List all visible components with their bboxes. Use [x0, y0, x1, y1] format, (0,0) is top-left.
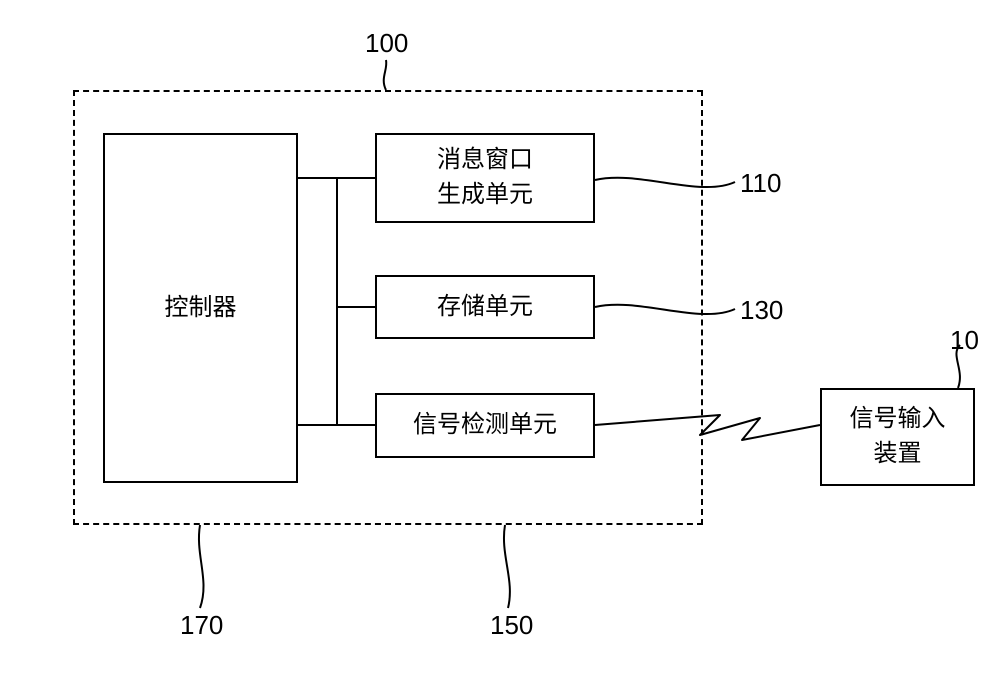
ref-130: 130: [740, 295, 783, 326]
msg-gen-label-line2: 生成单元: [437, 181, 533, 208]
msg-gen-block: 消息窗口 生成单元: [375, 133, 595, 223]
leader-100: [384, 60, 387, 90]
bus-vertical: [336, 178, 338, 426]
ref-100: 100: [365, 28, 408, 59]
controller-label: 控制器: [165, 291, 237, 326]
bus-to-msg: [298, 177, 375, 179]
signal-input-label-line1: 信号输入: [850, 405, 946, 432]
ref-10: 10: [950, 325, 979, 356]
ref-110: 110: [740, 168, 781, 199]
leader-170: [199, 525, 204, 608]
msg-gen-label-line1: 消息窗口: [437, 146, 533, 173]
signal-input-label-line2: 装置: [874, 440, 922, 467]
bus-to-storage: [336, 306, 375, 308]
signal-detect-label: 信号检测单元: [413, 408, 557, 443]
diagram-canvas: 控制器 消息窗口 生成单元 存储单元 信号检测单元 信号输入 装置 100 11…: [0, 0, 1000, 683]
bus-to-detect: [298, 424, 375, 426]
signal-input-block: 信号输入 装置: [820, 388, 975, 486]
signal-detect-block: 信号检测单元: [375, 393, 595, 458]
leader-150: [504, 525, 510, 608]
storage-label: 存储单元: [437, 290, 533, 325]
ref-170: 170: [180, 610, 223, 641]
signal-input-label: 信号输入 装置: [850, 402, 946, 472]
controller-block: 控制器: [103, 133, 298, 483]
ref-150: 150: [490, 610, 533, 641]
msg-gen-label: 消息窗口 生成单元: [437, 143, 533, 213]
storage-block: 存储单元: [375, 275, 595, 339]
